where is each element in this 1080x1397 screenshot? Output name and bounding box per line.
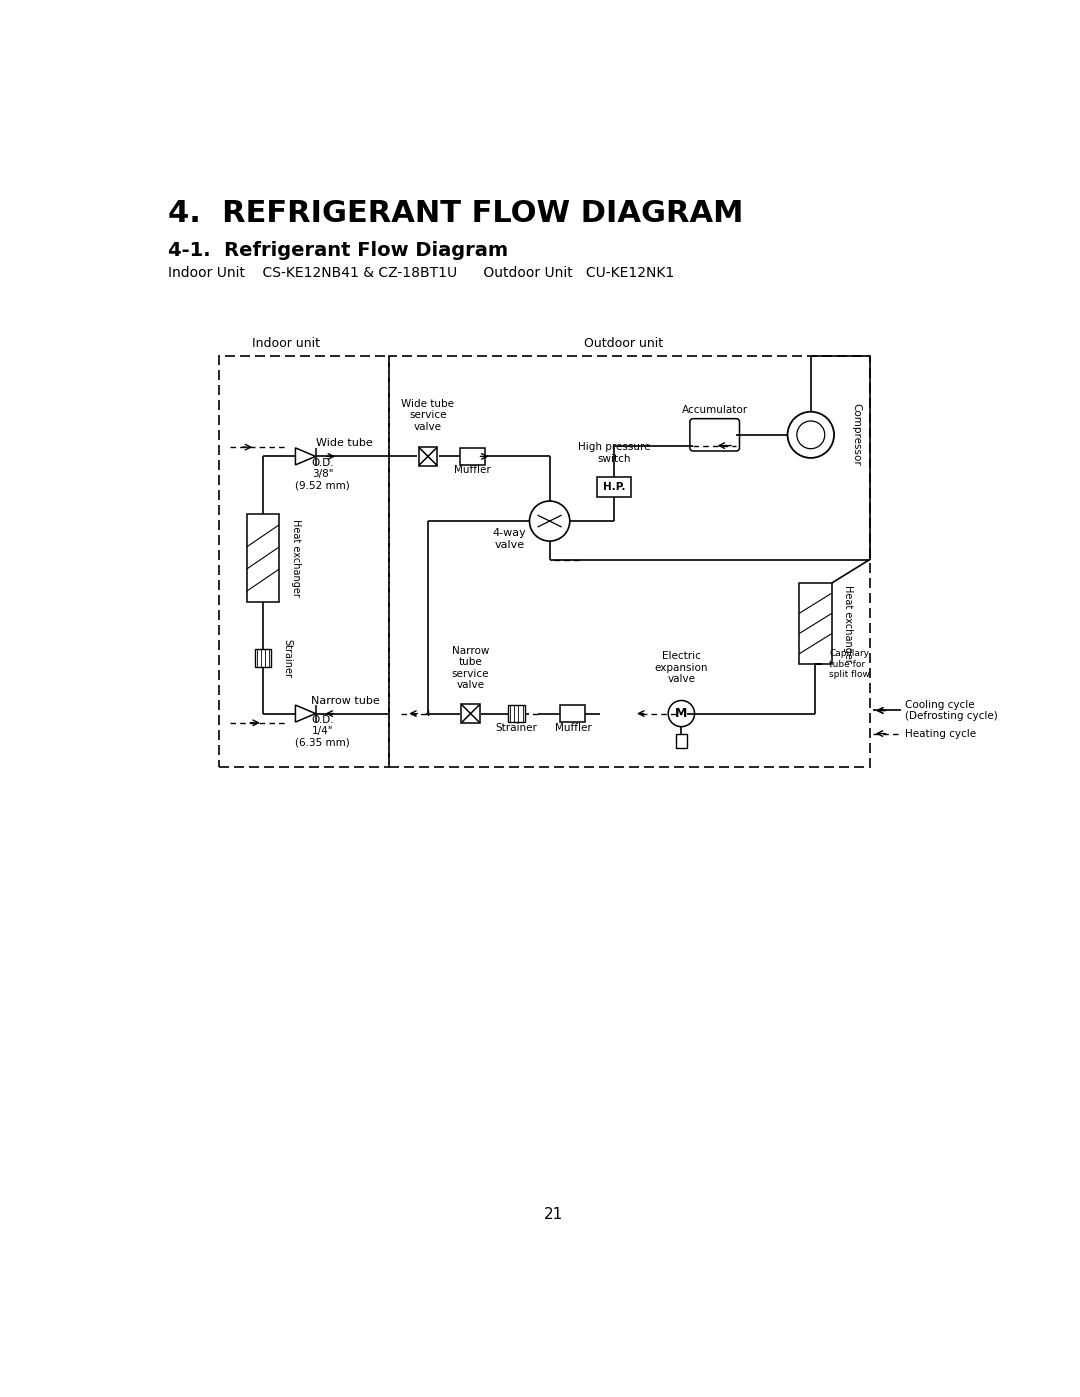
Bar — [389, 356, 869, 767]
Text: O.D.
3/8"
(9.52 mm): O.D. 3/8" (9.52 mm) — [295, 458, 350, 490]
Text: Muffler: Muffler — [554, 722, 591, 732]
Text: M: M — [675, 707, 688, 719]
Bar — [255, 648, 271, 668]
Text: Indoor Unit    CS-KE12NB41 & CZ-18BT1U      Outdoor Unit   CU-KE12NK1: Indoor Unit CS-KE12NB41 & CZ-18BT1U Outd… — [167, 267, 674, 281]
Circle shape — [669, 700, 694, 726]
Text: Heat exchanger: Heat exchanger — [291, 520, 300, 597]
Bar — [246, 514, 279, 602]
Text: Indoor unit: Indoor unit — [252, 338, 320, 351]
Text: Strainer: Strainer — [282, 638, 293, 678]
Text: Cooling cycle
(Defrosting cycle): Cooling cycle (Defrosting cycle) — [905, 700, 997, 721]
Text: Heat exchanger: Heat exchanger — [843, 584, 853, 662]
Bar — [460, 448, 485, 465]
Text: 21: 21 — [544, 1207, 563, 1221]
Text: Heating cycle: Heating cycle — [905, 729, 975, 739]
Text: Narrow tube: Narrow tube — [311, 696, 380, 705]
Text: Strainer: Strainer — [496, 722, 537, 732]
FancyBboxPatch shape — [690, 419, 740, 451]
Bar — [508, 705, 525, 722]
Circle shape — [529, 502, 570, 541]
Text: Electric
expansion
valve: Electric expansion valve — [654, 651, 708, 685]
Text: Capillary
tube for
split flow: Capillary tube for split flow — [829, 650, 870, 679]
Text: Narrow
tube
service
valve: Narrow tube service valve — [451, 645, 489, 690]
Bar — [597, 478, 631, 497]
Bar — [419, 447, 437, 465]
Text: Muffler: Muffler — [454, 465, 490, 475]
Bar — [461, 704, 480, 722]
Text: Compressor: Compressor — [851, 404, 861, 467]
Text: Accumulator: Accumulator — [681, 405, 747, 415]
Text: H.P.: H.P. — [603, 482, 625, 492]
Circle shape — [787, 412, 834, 458]
Text: 4.  REFRIGERANT FLOW DIAGRAM: 4. REFRIGERANT FLOW DIAGRAM — [167, 198, 743, 228]
Text: 4-way
valve: 4-way valve — [492, 528, 526, 550]
Bar — [561, 705, 585, 722]
Text: 4-1.  Refrigerant Flow Diagram: 4-1. Refrigerant Flow Diagram — [167, 240, 508, 260]
Text: High pressure
switch: High pressure switch — [578, 443, 650, 464]
Bar — [218, 356, 389, 767]
Text: Wide tube: Wide tube — [315, 437, 373, 447]
Bar — [676, 735, 687, 749]
Text: O.D.
1/4"
(6.35 mm): O.D. 1/4" (6.35 mm) — [295, 715, 350, 747]
Text: Outdoor unit: Outdoor unit — [583, 338, 663, 351]
Text: Wide tube
service
valve: Wide tube service valve — [402, 398, 455, 432]
Bar — [799, 583, 832, 664]
